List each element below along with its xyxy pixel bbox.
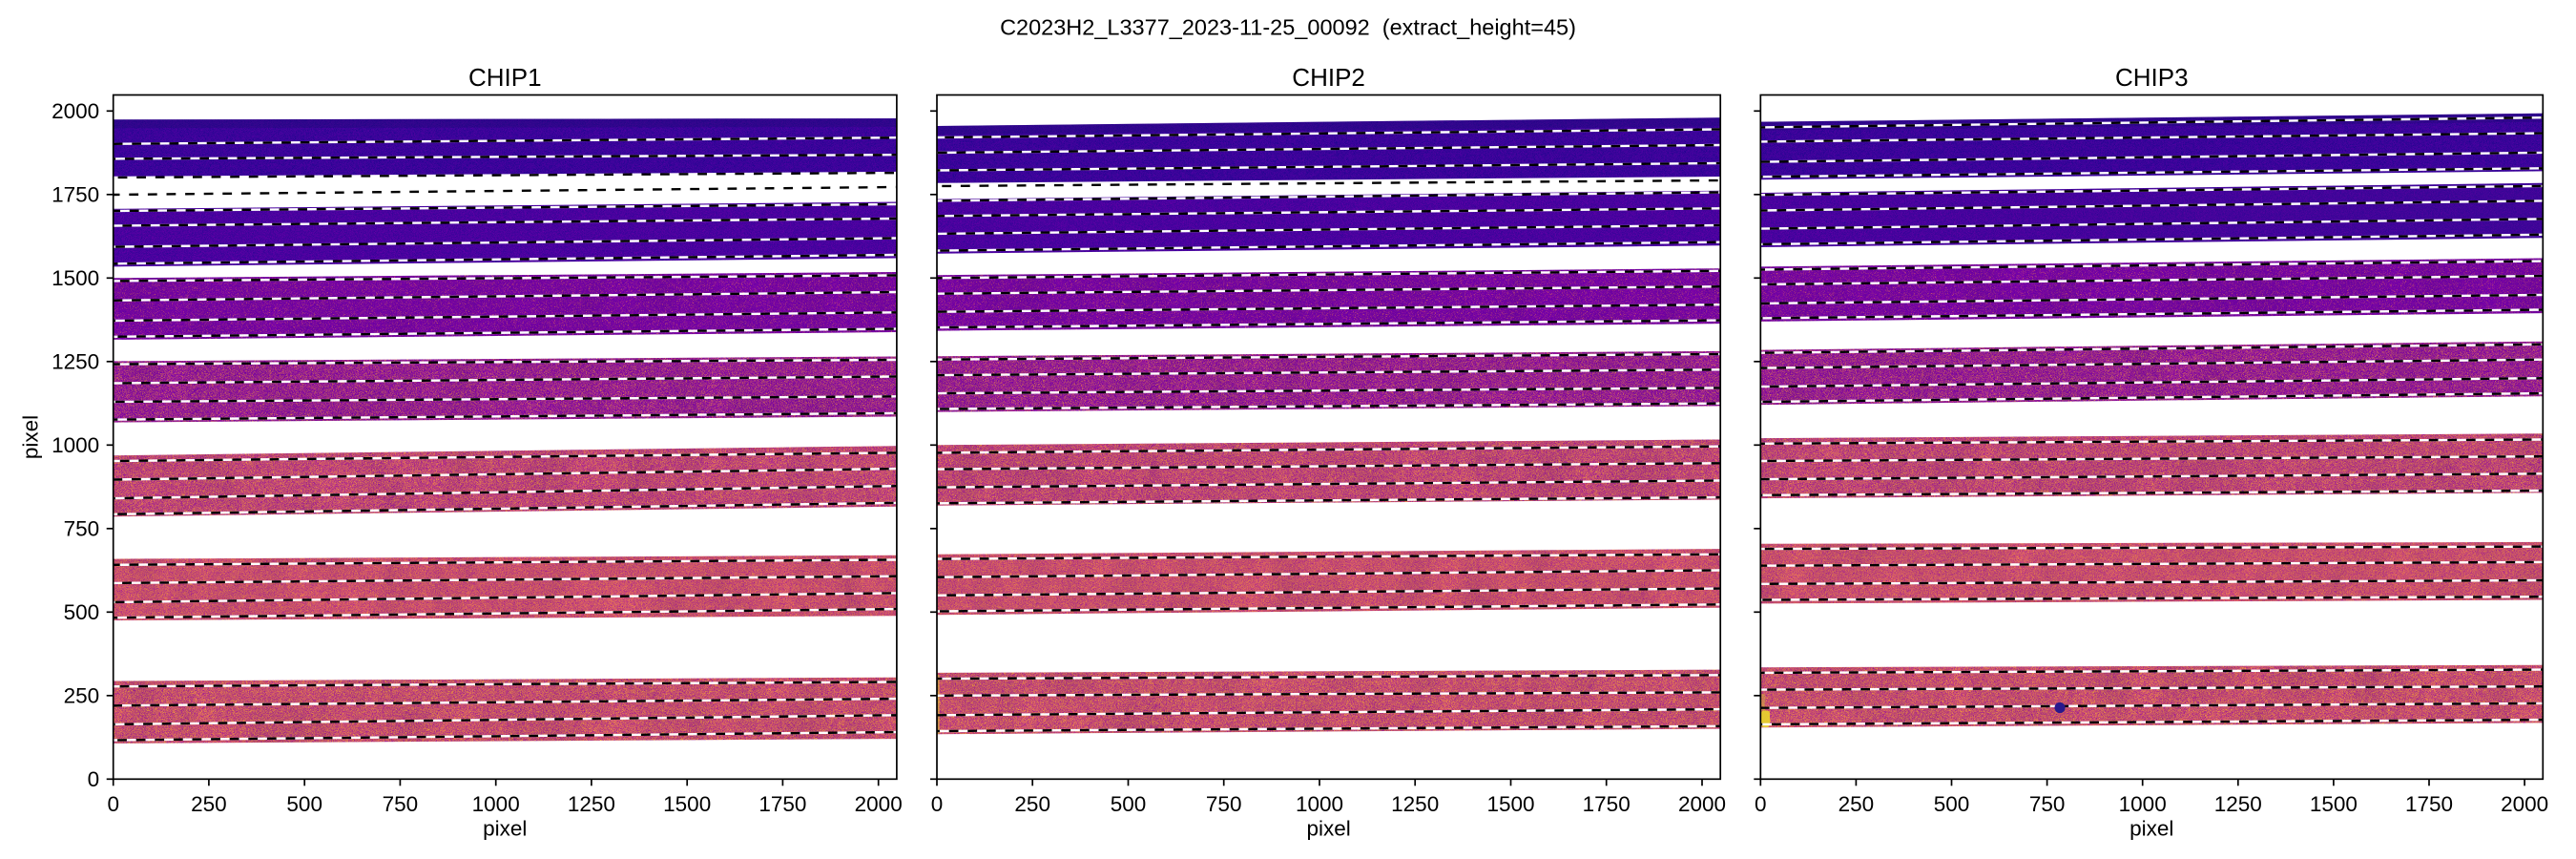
svg-text:CHIP1: CHIP1: [468, 63, 542, 92]
svg-text:1250: 1250: [1391, 792, 1439, 816]
svg-text:500: 500: [1934, 792, 1970, 816]
svg-text:750: 750: [64, 516, 100, 540]
svg-text:750: 750: [383, 792, 419, 816]
svg-text:1750: 1750: [2405, 792, 2453, 816]
svg-text:2000: 2000: [855, 792, 903, 816]
svg-text:750: 750: [2029, 792, 2066, 816]
svg-text:1000: 1000: [1296, 792, 1343, 816]
svg-text:pixel: pixel: [2129, 817, 2173, 841]
svg-text:1000: 1000: [2119, 792, 2167, 816]
svg-text:250: 250: [1839, 792, 1875, 816]
svg-text:2000: 2000: [1678, 792, 1726, 816]
svg-text:1750: 1750: [758, 792, 806, 816]
svg-text:250: 250: [1014, 792, 1050, 816]
svg-text:1500: 1500: [2310, 792, 2358, 816]
svg-text:2000: 2000: [52, 99, 99, 123]
svg-text:1500: 1500: [52, 266, 99, 290]
svg-text:0: 0: [1755, 792, 1767, 816]
svg-text:pixel: pixel: [19, 415, 43, 459]
svg-text:0: 0: [88, 767, 100, 791]
svg-text:1500: 1500: [663, 792, 711, 816]
svg-text:1250: 1250: [2214, 792, 2262, 816]
svg-text:0: 0: [107, 792, 119, 816]
svg-text:CHIP3: CHIP3: [2115, 63, 2189, 92]
svg-text:0: 0: [931, 792, 944, 816]
svg-text:750: 750: [1206, 792, 1242, 816]
svg-text:2000: 2000: [2501, 792, 2548, 816]
svg-text:1000: 1000: [52, 433, 99, 457]
svg-text:500: 500: [286, 792, 322, 816]
svg-text:1500: 1500: [1486, 792, 1534, 816]
svg-text:1250: 1250: [52, 349, 99, 373]
svg-text:1750: 1750: [52, 182, 99, 206]
svg-text:500: 500: [64, 600, 100, 624]
svg-text:250: 250: [64, 683, 100, 707]
svg-text:1000: 1000: [472, 792, 520, 816]
svg-text:250: 250: [191, 792, 227, 816]
svg-text:1750: 1750: [1583, 792, 1631, 816]
svg-text:CHIP2: CHIP2: [1292, 63, 1365, 92]
svg-text:C2023H2_L3377_2023-11-25_00092: C2023H2_L3377_2023-11-25_00092 (extract_…: [1000, 15, 1576, 40]
svg-text:pixel: pixel: [483, 817, 527, 841]
svg-text:1250: 1250: [568, 792, 615, 816]
svg-text:500: 500: [1111, 792, 1147, 816]
svg-text:pixel: pixel: [1306, 817, 1350, 841]
